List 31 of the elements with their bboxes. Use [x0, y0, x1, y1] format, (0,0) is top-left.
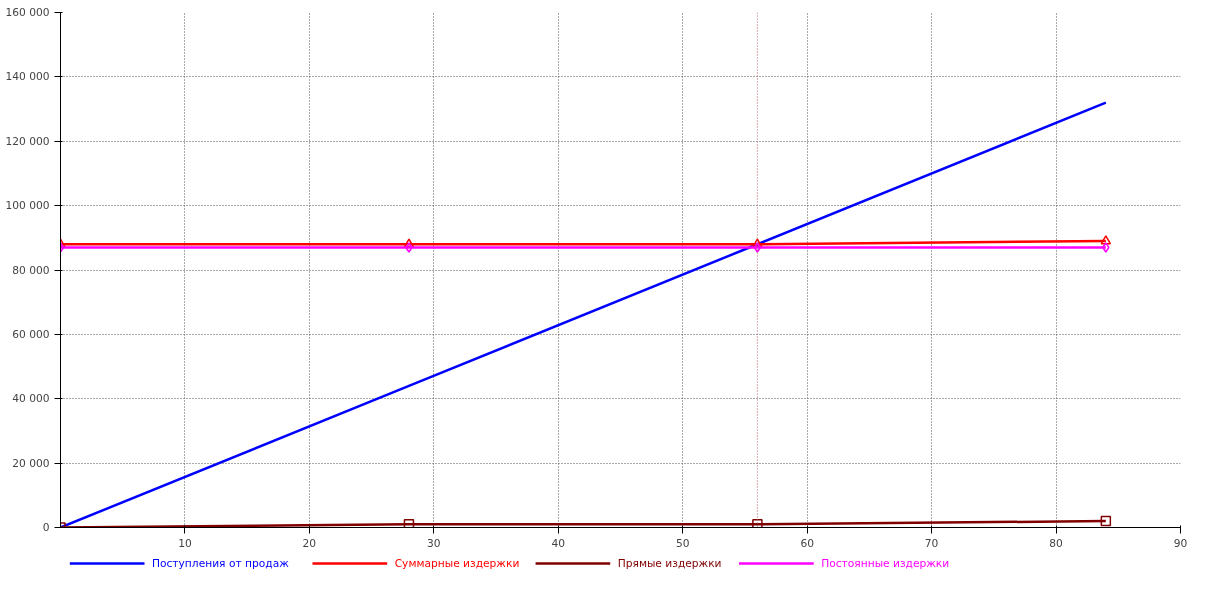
x-tick-label: 90 — [1173, 536, 1188, 550]
point — [1100, 515, 1112, 527]
line-series — [60, 101, 1108, 528]
x-tick-label: 20 — [302, 536, 317, 550]
y-tick-label: 160 000 — [5, 6, 50, 19]
point — [403, 238, 415, 248]
point — [1102, 242, 1110, 253]
x-tick-label: 80 — [1049, 536, 1064, 550]
y-tick-label: 0 — [42, 521, 50, 534]
x-tick-label: 10 — [178, 536, 192, 550]
text: Поступления от продаж — [151, 557, 290, 570]
point — [752, 238, 763, 248]
point — [753, 242, 762, 253]
point — [1100, 235, 1112, 245]
x-tick-label: 30 — [427, 536, 441, 550]
y-tick-label: 40 000 — [12, 392, 50, 406]
y-tick-label: 140 000 — [5, 70, 50, 84]
text: Суммарные издержки — [394, 557, 520, 570]
x-tick-label: 40 — [551, 536, 566, 550]
y-tick-label: 60 000 — [12, 327, 50, 341]
y-tick-label: 80 000 — [12, 263, 50, 277]
point — [405, 242, 413, 253]
point — [403, 519, 415, 528]
y-tick-label: 20 000 — [12, 456, 50, 470]
y-tick-label: 120 000 — [5, 134, 50, 148]
x-tick-label: 70 — [924, 536, 939, 550]
y-tick-label: 100 000 — [5, 199, 50, 213]
text: Постоянные издержки — [821, 557, 950, 570]
x-tick-label: 50 — [675, 536, 690, 550]
x-tick-label: 60 — [800, 536, 815, 550]
text: Прямые издержки — [617, 557, 722, 570]
